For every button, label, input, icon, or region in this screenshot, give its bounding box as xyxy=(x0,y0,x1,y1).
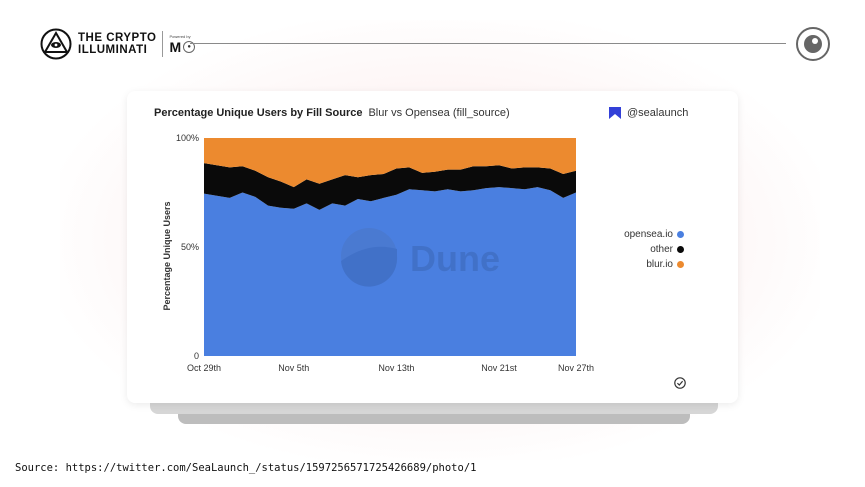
powered-by-label: Powered by xyxy=(169,33,191,39)
legend-item-blur-io[interactable]: blur.io xyxy=(600,257,684,272)
y-axis-label: Percentage Unique Users xyxy=(162,201,172,310)
legend-label: opensea.io xyxy=(624,229,673,240)
legend-label: blur.io xyxy=(646,259,673,270)
chart-svg: Dune 0 50% 100% Oct 29th Nov 5th Nov 13th Nov… xyxy=(162,133,594,373)
sealaunch-handle[interactable]: @sealaunch xyxy=(609,107,688,119)
chart-title: Percentage Unique Users by Fill Source Bl… xyxy=(154,107,510,119)
brand-name-line2: ILLUMINATI xyxy=(78,44,148,56)
x-axis: Oct 29th Nov 5th Nov 13th Nov 21st Nov 27th xyxy=(187,363,594,373)
eye-button[interactable] xyxy=(796,27,830,61)
x-tick-label: Nov 21st xyxy=(481,363,517,373)
verified-check-icon[interactable] xyxy=(674,377,686,389)
plot-area xyxy=(204,138,576,356)
illuminati-eye-logo-icon xyxy=(40,28,72,60)
x-tick-label: Oct 29th xyxy=(187,363,221,373)
legend-swatch xyxy=(677,231,684,238)
legend-item-opensea-io[interactable]: opensea.io xyxy=(600,227,684,242)
legend-item-other[interactable]: other xyxy=(600,242,684,257)
x-tick-label: Nov 13th xyxy=(378,363,414,373)
chart-title-main: Percentage Unique Users by Fill Source xyxy=(154,107,363,119)
source-caption: Source: https://twitter.com/SeaLaunch_/s… xyxy=(15,462,477,474)
medium-logo-icon: M xyxy=(169,38,182,55)
y-tick-label: 100% xyxy=(176,133,199,143)
brand-divider xyxy=(162,31,164,57)
sealaunch-logo-icon xyxy=(609,107,621,119)
y-axis: 0 50% 100% xyxy=(176,133,199,361)
sealaunch-handle-text: @sealaunch xyxy=(627,107,689,119)
chart-subtitle: Blur vs Opensea (fill_source) xyxy=(368,107,510,119)
x-tick-label: Nov 5th xyxy=(278,363,309,373)
dune-watermark: Dune xyxy=(341,228,500,287)
legend-swatch xyxy=(677,261,684,268)
header-divider-line xyxy=(190,43,786,44)
brand-name-line1: THE CRYPTO xyxy=(78,32,157,44)
y-tick-label: 0 xyxy=(194,351,199,361)
y-tick-label: 50% xyxy=(181,242,199,252)
powered-by-badge: Powered by M ● xyxy=(169,33,196,55)
x-tick-label: Nov 27th xyxy=(558,363,594,373)
area-series-other xyxy=(204,163,576,210)
area-series-opensea-io xyxy=(204,187,576,356)
chart-legend: opensea.io other blur.io xyxy=(600,227,684,272)
legend-label: other xyxy=(650,244,673,255)
brand-header: THE CRYPTO ILLUMINATI Powered by M ● xyxy=(40,28,196,60)
eye-icon xyxy=(804,35,822,53)
brand-name: THE CRYPTO ILLUMINATI xyxy=(78,32,156,56)
area-series-blur-io xyxy=(204,138,576,188)
dune-watermark-text: Dune xyxy=(410,238,500,279)
coin-icon: ● xyxy=(183,40,196,53)
legend-swatch xyxy=(677,246,684,253)
